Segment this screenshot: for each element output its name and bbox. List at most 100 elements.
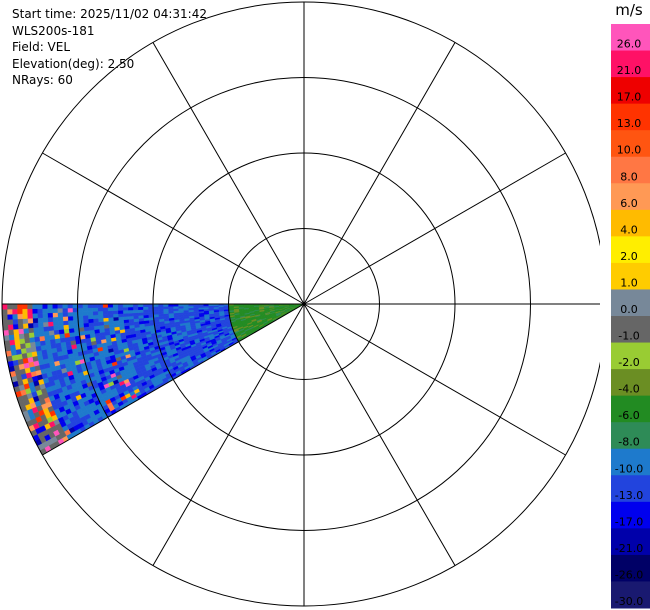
colorbar-segment: [611, 316, 650, 344]
velocity-gate: [188, 305, 194, 309]
azimuth-spoke: [42, 152, 305, 305]
velocity-gate: [167, 306, 174, 309]
velocity-gate: [132, 309, 139, 314]
colorbar-segment: [611, 236, 650, 264]
colorbar-segment: [611, 369, 650, 397]
velocity-gate: [72, 319, 79, 325]
velocity-gate: [67, 315, 74, 321]
velocity-gate: [92, 303, 98, 308]
velocity-gate: [21, 308, 28, 315]
velocity-gate: [73, 323, 79, 329]
velocity-gate: [173, 310, 179, 314]
velocity-gate: [127, 312, 134, 317]
velocity-gate: [28, 336, 36, 343]
velocity-gate: [97, 310, 104, 316]
velocity-gate: [52, 303, 58, 309]
velocity-gate: [107, 310, 114, 315]
velocity-gate: [11, 313, 18, 320]
velocity-gate: [2, 319, 9, 326]
colorbar-segment: [611, 156, 650, 184]
velocity-gate: [102, 303, 108, 308]
velocity-gate: [157, 311, 164, 315]
velocity-gate: [11, 308, 18, 315]
velocity-gate: [63, 324, 69, 330]
velocity-gate: [42, 321, 49, 328]
colorbar-segment: [611, 501, 650, 529]
colorbar-segment: [611, 395, 650, 423]
velocity-gate: [12, 328, 19, 335]
velocity-gate: [83, 322, 90, 328]
velocity-gate: [47, 321, 54, 327]
elevation-text: Elevation(deg): 2.50: [12, 56, 135, 71]
velocity-gate: [137, 312, 144, 316]
velocity-gate: [22, 318, 29, 324]
velocity-gate: [8, 339, 16, 346]
velocity-gate: [1, 303, 8, 310]
velocity-gate: [68, 327, 75, 334]
velocity-gate: [37, 312, 43, 319]
velocity-gate: [34, 340, 41, 347]
velocity-gate: [62, 316, 69, 322]
colorbar-tick-label: 6.0: [620, 197, 638, 210]
velocity-gate: [19, 342, 26, 350]
colorbar-segment: [611, 342, 650, 370]
velocity-gate: [152, 306, 159, 310]
velocity-gate: [32, 327, 39, 333]
velocity-gate: [36, 303, 43, 309]
velocity-gate: [42, 303, 48, 309]
azimuth-spoke: [152, 42, 305, 305]
velocity-gate: [7, 319, 14, 325]
velocity-gate: [27, 322, 34, 329]
velocity-gate: [58, 324, 64, 331]
colorbar-tick-label: -26.0: [615, 568, 643, 581]
velocity-gate: [27, 303, 33, 310]
velocity-gate: [162, 306, 169, 310]
velocity-gate: [87, 307, 93, 312]
velocity-gate: [87, 318, 94, 324]
velocity-gate: [7, 329, 14, 336]
velocity-gate: [37, 326, 44, 333]
velocity-gate: [58, 329, 65, 335]
velocity-gate: [157, 308, 164, 312]
velocity-gate: [142, 306, 149, 310]
velocity-gate: [72, 307, 78, 313]
velocity-gate: [93, 321, 100, 327]
velocity-gate: [13, 333, 20, 340]
colorbar-tick-label: 17.0: [617, 91, 642, 104]
velocity-gate: [6, 313, 13, 320]
velocity-gate: [102, 307, 109, 312]
velocity-gate: [43, 335, 51, 341]
velocity-gate: [48, 334, 56, 340]
velocity-gate: [167, 308, 174, 312]
velocity-gate: [107, 303, 114, 308]
velocity-gate: [72, 303, 78, 309]
velocity-gate: [143, 314, 149, 319]
colorbar-tick-label: 10.0: [617, 144, 642, 157]
colorbar-tick-label: 26.0: [617, 38, 642, 51]
colorbar-segment: [611, 528, 650, 556]
velocity-gate: [132, 306, 139, 311]
velocity-gate: [1, 308, 8, 315]
velocity-gate: [87, 303, 93, 309]
colorbar-tick-label: -13.0: [615, 489, 643, 502]
velocity-gate: [42, 312, 48, 318]
velocity-gate: [112, 316, 119, 321]
velocity-gate: [1, 314, 8, 321]
velocity-gate: [57, 307, 63, 313]
velocity-gate: [27, 327, 34, 334]
velocity-gate: [9, 344, 16, 351]
velocity-gate: [132, 312, 139, 317]
velocity-gate: [82, 318, 89, 324]
velocity-gate: [18, 333, 25, 340]
velocity-gate: [43, 330, 50, 337]
velocity-gate: [43, 326, 49, 332]
colorbar-tick-label: -21.0: [615, 542, 643, 555]
velocity-gate: [7, 324, 14, 331]
velocity-gate: [29, 341, 36, 348]
velocity-gate: [15, 348, 22, 355]
velocity-gate: [97, 303, 103, 308]
azimuth-spoke: [303, 303, 456, 566]
velocity-gate: [67, 311, 74, 317]
polar-grid: [1, 1, 600, 607]
velocity-gate: [26, 308, 33, 314]
